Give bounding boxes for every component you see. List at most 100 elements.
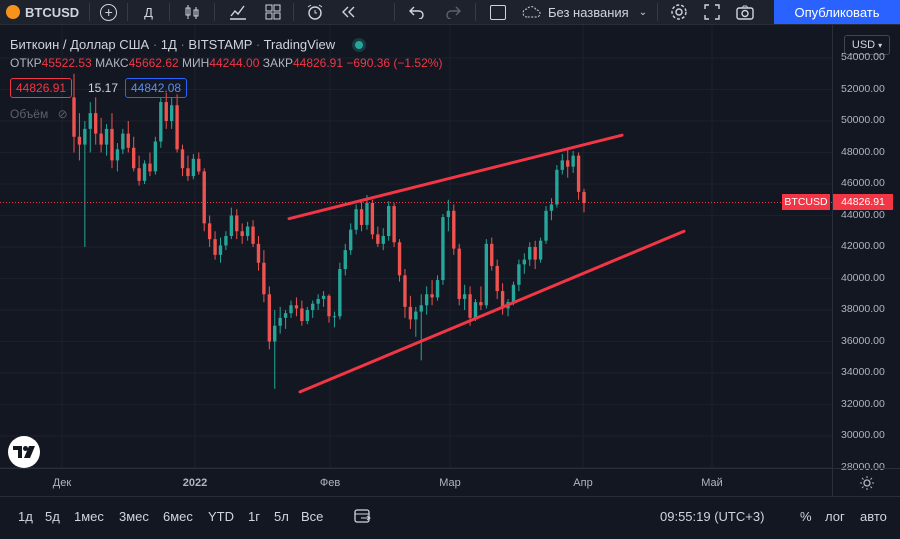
snapshot-button[interactable] [728, 0, 762, 24]
candle-body [251, 226, 255, 244]
layout-button[interactable] [480, 0, 516, 24]
upper-trendline [287, 133, 624, 221]
redo-button[interactable] [435, 0, 471, 24]
redo-icon [446, 6, 461, 19]
divider [89, 3, 91, 21]
buy-price-box[interactable]: 44842.08 [125, 78, 188, 98]
price-tick-label: 54000.00 [841, 51, 885, 63]
range-button[interactable]: 1д [18, 509, 33, 524]
candle-body [77, 136, 82, 145]
fullscreen-button[interactable] [696, 0, 728, 24]
symbol-logo-icon [6, 5, 20, 19]
undo-button[interactable] [399, 0, 435, 24]
candle-body [169, 105, 174, 121]
candle-body [311, 303, 315, 310]
symbol-search[interactable]: BTCUSD [0, 0, 85, 24]
candle-body [202, 171, 206, 224]
change-value: −690.36 (−1.52%) [346, 56, 443, 70]
candle-body [267, 294, 272, 342]
undo-icon [408, 6, 424, 19]
candle-body [218, 245, 223, 255]
currency-label: USD [851, 39, 876, 51]
publish-button[interactable]: Опубликовать [774, 0, 900, 24]
range-button[interactable]: 6мес [163, 509, 193, 524]
replay-button[interactable] [332, 0, 364, 24]
candle-body [273, 325, 277, 342]
high-label: МАКС [95, 56, 129, 70]
chart-type-button[interactable] [174, 0, 210, 24]
auto-toggle[interactable]: авто [860, 509, 887, 524]
candle-body [457, 248, 461, 299]
compare-button[interactable]: + [94, 0, 123, 24]
volume-legend: Объём ⊘ [10, 107, 68, 121]
candle-body [446, 210, 451, 218]
divider [213, 3, 215, 21]
candle-body [83, 128, 87, 145]
axis-settings-button[interactable] [832, 468, 900, 497]
candle-body [121, 133, 125, 150]
candle-body [131, 147, 136, 169]
range-button[interactable]: 3мес [119, 509, 149, 524]
price-tick-label: 36000.00 [841, 334, 885, 347]
grid-icon [265, 4, 281, 20]
price-axis[interactable]: USD ▾ 54000.00 52000.00 50000.00 48000.00 460… [832, 25, 900, 473]
tradingview-logo[interactable] [8, 436, 40, 468]
candle-body [397, 242, 402, 276]
candle-body [473, 302, 478, 318]
candle-body [72, 97, 76, 137]
candle-body [197, 158, 201, 172]
candle-body [164, 102, 168, 121]
market-status-icon[interactable] [354, 41, 363, 49]
candle-body [495, 265, 499, 292]
layout-name-menu[interactable]: Без названия ⌄ [516, 0, 653, 24]
range-button[interactable]: 1мес [74, 509, 104, 524]
templates-button[interactable] [257, 0, 289, 24]
candle-body [430, 294, 434, 298]
candle-body [414, 311, 418, 320]
candle-body [576, 155, 581, 192]
candle-body [522, 259, 527, 265]
spread-value: 15.17 [88, 81, 119, 95]
candle-body [511, 284, 516, 303]
candle-body [294, 305, 299, 309]
eye-off-icon[interactable]: ⊘ [57, 107, 68, 121]
candle-body [343, 250, 347, 270]
candle-body [235, 215, 239, 232]
time-axis[interactable]: Дек 2022 Фев Мар Апр Май [0, 468, 832, 497]
time-tick-label: Апр [573, 477, 593, 489]
candle-body [582, 191, 586, 203]
candle-body [316, 298, 320, 304]
interval-button[interactable]: Д [132, 0, 165, 24]
layout-square-icon [489, 4, 506, 20]
sell-price-box[interactable]: 44826.91 [10, 78, 73, 98]
candle-body [148, 163, 152, 172]
price-chart[interactable] [0, 25, 832, 468]
range-button[interactable]: Все [301, 509, 324, 524]
symbol-label: BTCUSD [25, 4, 80, 20]
log-toggle[interactable]: лог [825, 509, 845, 524]
currency-selector[interactable]: USD ▾ [844, 35, 890, 55]
go-to-date-button[interactable] [354, 508, 372, 529]
divider [168, 3, 170, 21]
candle-body [479, 302, 483, 306]
range-button[interactable]: 5л [274, 509, 289, 524]
alert-button[interactable] [298, 0, 332, 24]
price-tick-label: 42000.00 [841, 240, 885, 252]
indicators-button[interactable] [219, 0, 257, 24]
settings-button[interactable] [662, 0, 696, 24]
candle-body [392, 206, 396, 243]
candle-body [538, 240, 543, 260]
candle-body [354, 209, 358, 230]
indicators-icon [229, 5, 246, 20]
percent-toggle[interactable]: % [800, 509, 812, 524]
range-button[interactable]: YTD [208, 509, 234, 524]
sun-settings-icon [860, 476, 874, 490]
range-button[interactable]: 1г [248, 509, 260, 524]
open-value: 45522.53 [41, 56, 92, 70]
time-tick-label: Мар [439, 477, 461, 489]
close-label: ЗАКР [262, 56, 293, 70]
symbol-legend: Биткоин / Доллар США · 1Д · BITSTAMP · T… [10, 37, 363, 52]
rewind-icon [341, 6, 355, 18]
range-button[interactable]: 5д [45, 509, 60, 524]
clock[interactable]: 09:55:19 (UTC+3) [660, 509, 765, 524]
